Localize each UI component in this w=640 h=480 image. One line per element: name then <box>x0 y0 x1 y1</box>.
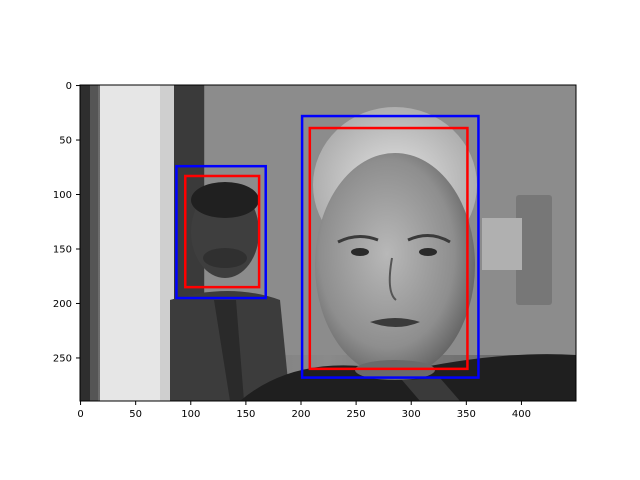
photo-image <box>80 85 576 401</box>
y-tick-label: 50 <box>59 136 72 147</box>
x-tick-label: 0 <box>77 409 83 420</box>
x-tick-label: 400 <box>512 409 531 420</box>
x-tick-label: 100 <box>181 409 200 420</box>
y-tick-label: 250 <box>53 353 72 364</box>
x-tick-label: 350 <box>457 409 476 420</box>
y-tick-label: 150 <box>53 244 72 255</box>
x-axis: 0 50 100 150 200 250 300 350 400 <box>77 401 531 420</box>
x-tick-label: 150 <box>236 409 255 420</box>
y-tick-label: 200 <box>53 299 72 310</box>
x-tick-label: 250 <box>347 409 366 420</box>
y-tick-label: 100 <box>53 190 72 201</box>
bounding-box-2 <box>184 174 261 289</box>
bounding-box-4 <box>308 126 469 371</box>
y-tick-label: 0 <box>66 81 72 92</box>
bounding-boxes <box>175 114 480 379</box>
bounding-box-1 <box>175 164 267 300</box>
x-tick-label: 200 <box>291 409 310 420</box>
y-axis: 0 50 100 150 200 250 <box>53 81 80 364</box>
x-tick-label: 50 <box>129 409 142 420</box>
axes-frame <box>79 84 577 402</box>
x-tick-label: 300 <box>402 409 421 420</box>
bounding-box-3 <box>300 114 480 379</box>
